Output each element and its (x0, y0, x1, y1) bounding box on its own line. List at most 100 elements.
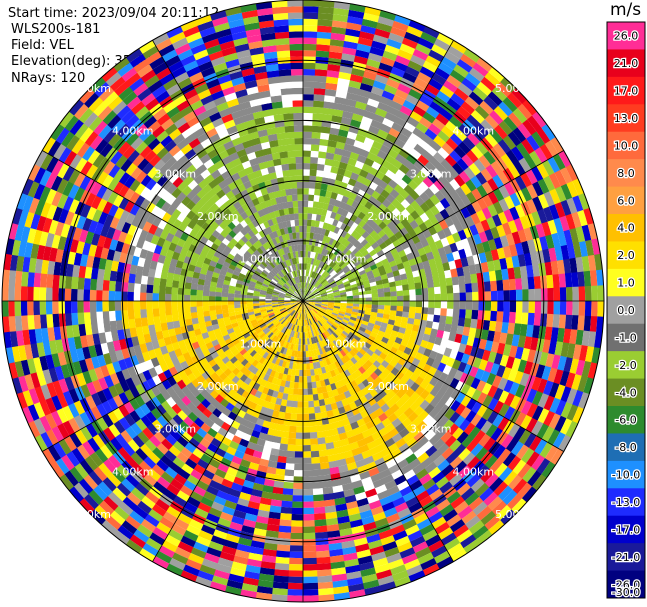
range-gate (335, 141, 346, 150)
range-gate (501, 366, 512, 381)
range-gate (319, 234, 325, 242)
range-gate (566, 404, 579, 422)
range-gate (318, 254, 324, 261)
range-gate (493, 462, 508, 478)
range-gate (378, 165, 389, 175)
range-gate (390, 66, 406, 78)
range-gate (318, 373, 325, 381)
range-gate (374, 217, 383, 226)
range-gate (317, 443, 327, 451)
range-gate (307, 394, 314, 402)
range-gate (519, 372, 530, 387)
range-gate (404, 223, 414, 233)
range-gate (389, 310, 397, 316)
range-gate (314, 281, 320, 287)
range-gate (474, 482, 490, 498)
range-gate (446, 514, 462, 528)
range-gate (328, 343, 334, 350)
range-gate (358, 219, 367, 228)
range-gate (585, 239, 595, 257)
range-gate (374, 457, 386, 468)
range-gate (371, 341, 379, 349)
range-gate (566, 181, 579, 199)
range-gate (431, 249, 441, 259)
range-gate (343, 328, 351, 335)
range-gate (330, 324, 338, 331)
range-gate (553, 369, 564, 385)
range-gate (446, 357, 456, 368)
range-gate (402, 260, 411, 269)
range-gate (578, 301, 586, 317)
range-gate (480, 420, 493, 435)
range-gate (83, 300, 91, 313)
range-gate (437, 147, 450, 160)
range-gate (554, 170, 567, 187)
range-gate (392, 270, 400, 277)
range-gate (344, 494, 357, 504)
range-gate (532, 181, 544, 197)
range-gate (503, 209, 514, 223)
range-gate (39, 300, 47, 315)
range-gate (526, 264, 534, 278)
range-gate (274, 556, 290, 564)
range-gate (458, 284, 466, 294)
range-gate (429, 140, 442, 153)
range-gate (326, 275, 333, 282)
range-gate (316, 575, 333, 583)
range-gate (464, 96, 480, 111)
range-gate (309, 264, 313, 271)
range-gate (569, 257, 578, 274)
range-gate (424, 506, 440, 519)
range-gate (309, 318, 314, 325)
range-gate (483, 151, 497, 165)
range-gate (396, 332, 405, 340)
range-gate (330, 224, 337, 233)
range-gate (521, 138, 535, 155)
range-gate (460, 487, 475, 502)
range-gate (102, 310, 110, 322)
range-gate (434, 212, 445, 223)
range-gate (414, 282, 422, 290)
range-gate (469, 224, 479, 237)
range-gate (90, 278, 98, 291)
range-gate (559, 301, 567, 316)
range-gate (406, 153, 418, 165)
range-gate (14, 315, 23, 332)
range-gate (530, 420, 544, 437)
range-gate (325, 288, 333, 293)
range-gate (320, 255, 326, 262)
range-gate (349, 280, 357, 286)
range-gate (197, 311, 204, 318)
range-gate (215, 309, 223, 315)
range-gate (302, 595, 319, 603)
range-gate (335, 328, 342, 335)
range-gate (334, 446, 344, 455)
range-gate (462, 119, 477, 133)
range-gate (344, 34, 360, 44)
range-gate (449, 377, 460, 390)
range-gate (308, 303, 315, 307)
range-gate (366, 440, 377, 451)
range-gate (331, 159, 341, 168)
range-gate (372, 478, 385, 489)
range-gate (498, 120, 513, 136)
range-gate (321, 303, 328, 307)
range-gate (425, 83, 440, 97)
range-gate (303, 206, 309, 214)
range-gate (417, 232, 426, 242)
range-gate (407, 277, 415, 285)
range-gate (497, 139, 512, 154)
range-gate (442, 227, 453, 238)
range-gate (472, 357, 482, 369)
range-gate (365, 367, 374, 376)
range-gate (537, 178, 550, 195)
range-gate (328, 335, 335, 342)
range-gate (345, 500, 359, 510)
range-gate (320, 326, 326, 333)
range-gate (307, 382, 313, 389)
range-gate (428, 511, 443, 524)
range-gate (303, 213, 308, 220)
range-gate (165, 314, 173, 323)
range-gate (305, 276, 309, 283)
range-gate (397, 132, 410, 144)
